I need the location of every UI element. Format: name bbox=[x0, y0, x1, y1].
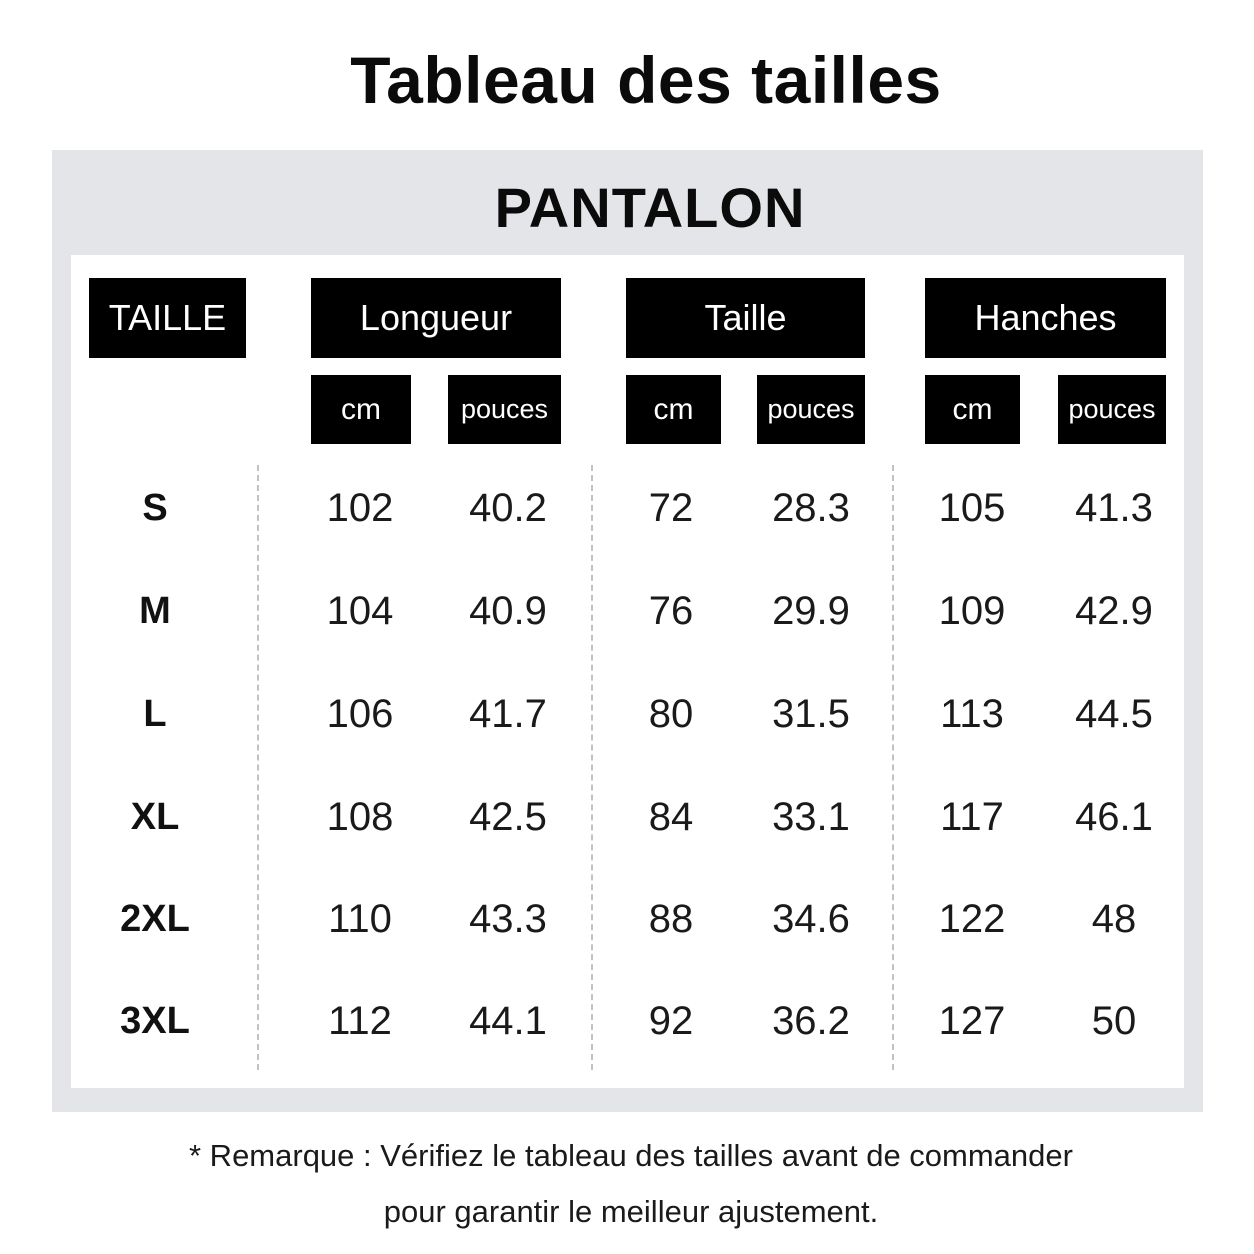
column-divider bbox=[591, 465, 593, 1070]
header-length-cm: cm bbox=[311, 375, 411, 444]
table-cell: 43.3 bbox=[469, 897, 547, 941]
table-cell: 31.5 bbox=[772, 692, 850, 736]
table-cell: 48 bbox=[1091, 897, 1137, 941]
header-hips-inches: pouces bbox=[1058, 375, 1166, 444]
header-hips: Hanches bbox=[925, 278, 1166, 358]
header-length-inches: pouces bbox=[448, 375, 561, 444]
table-cell: 42.9 bbox=[1075, 589, 1153, 633]
table-cell: 46.1 bbox=[1075, 795, 1153, 839]
row-size-label: XL bbox=[130, 796, 180, 838]
row-size-label: L bbox=[143, 693, 167, 735]
table-cell: 117 bbox=[940, 795, 1004, 839]
table-cell: 50 bbox=[1091, 999, 1137, 1043]
table-cell: 105 bbox=[938, 486, 1006, 530]
table-cell: 42.5 bbox=[469, 795, 547, 839]
header-hips-cm: cm bbox=[925, 375, 1020, 444]
table-cell: 44.5 bbox=[1075, 692, 1153, 736]
header-waist: Taille bbox=[626, 278, 865, 358]
table-cell: 92 bbox=[648, 999, 694, 1043]
table-cell: 84 bbox=[648, 795, 694, 839]
table-cell: 104 bbox=[326, 589, 394, 633]
table-cell: 36.2 bbox=[772, 999, 850, 1043]
table-cell: 41.7 bbox=[469, 692, 547, 736]
header-length: Longueur bbox=[311, 278, 561, 358]
header-waist-cm: cm bbox=[626, 375, 721, 444]
table-cell: 44.1 bbox=[469, 999, 547, 1043]
table-cell: 28.3 bbox=[772, 486, 850, 530]
table-cell: 110 bbox=[328, 897, 392, 941]
row-size-label: M bbox=[139, 590, 171, 632]
table-cell: 29.9 bbox=[772, 589, 850, 633]
header-size: TAILLE bbox=[89, 278, 246, 358]
note-line-2: pour garantir le meilleur ajustement. bbox=[383, 1194, 879, 1229]
column-divider bbox=[892, 465, 894, 1070]
table-cell: 109 bbox=[938, 589, 1006, 633]
table-cell: 34.6 bbox=[772, 897, 850, 941]
header-waist-inches: pouces bbox=[757, 375, 865, 444]
column-divider bbox=[257, 465, 259, 1070]
row-size-label: S bbox=[142, 487, 168, 529]
note-line-1: * Remarque : Vérifiez le tableau des tai… bbox=[189, 1138, 1073, 1173]
table-cell: 106 bbox=[326, 692, 394, 736]
table-cell: 108 bbox=[326, 795, 394, 839]
table-cell: 88 bbox=[648, 897, 694, 941]
table-cell: 33.1 bbox=[772, 795, 850, 839]
row-size-label: 3XL bbox=[120, 1000, 190, 1042]
table-cell: 41.3 bbox=[1075, 486, 1153, 530]
table-cell: 112 bbox=[328, 999, 392, 1043]
table-cell: 40.9 bbox=[469, 589, 547, 633]
table-cell: 127 bbox=[938, 999, 1006, 1043]
row-size-label: 2XL bbox=[120, 898, 190, 940]
table-cell: 72 bbox=[648, 486, 694, 530]
page-title: Tableau des tailles bbox=[350, 43, 942, 117]
table-cell: 76 bbox=[648, 589, 694, 633]
table-cell: 113 bbox=[940, 692, 1004, 736]
table-cell: 122 bbox=[938, 897, 1006, 941]
section-title: PANTALON bbox=[494, 176, 806, 239]
table-cell: 40.2 bbox=[469, 486, 547, 530]
table-cell: 102 bbox=[326, 486, 394, 530]
table-cell: 80 bbox=[648, 692, 694, 736]
